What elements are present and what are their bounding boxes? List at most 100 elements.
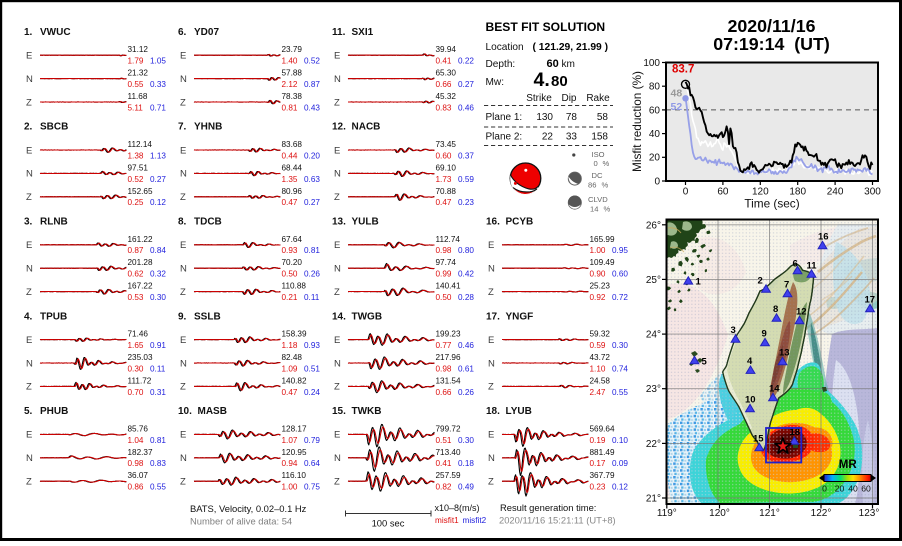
svg-text:PCYB: PCYB xyxy=(506,217,534,228)
svg-text:158.39: 158.39 xyxy=(282,330,307,339)
svg-text:0.33: 0.33 xyxy=(150,80,166,89)
svg-text:0.20: 0.20 xyxy=(304,151,320,160)
svg-text:0.79: 0.79 xyxy=(304,436,320,445)
svg-text:0.26: 0.26 xyxy=(458,388,474,397)
svg-text:E: E xyxy=(26,145,32,156)
svg-text:1.79: 1.79 xyxy=(128,57,144,66)
svg-text:0.52: 0.52 xyxy=(128,175,144,184)
svg-text:1.09: 1.09 xyxy=(282,364,298,373)
svg-text:Z: Z xyxy=(180,382,186,393)
svg-text:0.53: 0.53 xyxy=(128,293,144,302)
svg-text:1.38: 1.38 xyxy=(128,151,144,160)
svg-text:112.14: 112.14 xyxy=(128,140,153,149)
svg-text:N: N xyxy=(180,74,187,85)
svg-text:120: 120 xyxy=(752,187,769,198)
svg-text:N: N xyxy=(334,74,341,85)
svg-text:E: E xyxy=(334,51,340,62)
svg-text:78: 78 xyxy=(566,112,578,123)
svg-text:26°: 26° xyxy=(646,220,661,231)
svg-text:12: 12 xyxy=(796,306,807,317)
svg-text:60: 60 xyxy=(717,187,729,198)
svg-text:70.20: 70.20 xyxy=(282,258,303,267)
svg-text:5.11: 5.11 xyxy=(128,103,144,112)
svg-text:217.96: 217.96 xyxy=(436,353,461,362)
svg-text:1: 1 xyxy=(696,276,702,287)
svg-text:13.: 13. xyxy=(332,217,346,228)
svg-text:N: N xyxy=(26,453,33,464)
svg-text:0.23: 0.23 xyxy=(458,198,474,207)
svg-text:0.51: 0.51 xyxy=(436,436,452,445)
svg-text:0.17: 0.17 xyxy=(590,459,606,468)
svg-text:18.: 18. xyxy=(486,406,500,417)
svg-text:0.87: 0.87 xyxy=(128,246,144,255)
svg-text:1.04: 1.04 xyxy=(128,436,144,445)
svg-text:0.28: 0.28 xyxy=(458,293,474,302)
svg-text:5.: 5. xyxy=(24,406,33,417)
svg-text:Z: Z xyxy=(180,287,186,298)
svg-text:N: N xyxy=(488,453,495,464)
svg-text:0.30: 0.30 xyxy=(150,293,166,302)
svg-text:82.48: 82.48 xyxy=(282,353,303,362)
svg-text:20: 20 xyxy=(835,484,845,494)
svg-text:23.79: 23.79 xyxy=(282,45,303,54)
svg-text:180: 180 xyxy=(789,187,806,198)
svg-text:17.: 17. xyxy=(486,311,500,322)
svg-text:43.72: 43.72 xyxy=(590,353,611,362)
svg-text:15: 15 xyxy=(753,433,764,444)
svg-text:0.47: 0.47 xyxy=(436,198,452,207)
svg-text:0.72: 0.72 xyxy=(612,293,628,302)
svg-text:31.12: 31.12 xyxy=(128,45,149,54)
svg-text:Z: Z xyxy=(26,192,32,203)
svg-text:1.00: 1.00 xyxy=(282,483,298,492)
svg-text:83.7: 83.7 xyxy=(672,64,694,76)
svg-text:%: % xyxy=(603,159,610,168)
svg-text:40: 40 xyxy=(649,129,661,140)
svg-text:78.38: 78.38 xyxy=(282,92,303,101)
svg-text:E: E xyxy=(180,430,186,441)
svg-text:( 121.29, 21.99 ): ( 121.29, 21.99 ) xyxy=(533,42,609,53)
svg-text:0.75: 0.75 xyxy=(304,483,320,492)
svg-text:799.72: 799.72 xyxy=(436,424,461,433)
svg-text:201.28: 201.28 xyxy=(128,258,153,267)
svg-text:167.22: 167.22 xyxy=(128,282,153,291)
svg-text:36.07: 36.07 xyxy=(128,471,149,480)
svg-text:Number of alive data: 54: Number of alive data: 54 xyxy=(190,516,292,527)
svg-text:111.72: 111.72 xyxy=(128,376,152,385)
svg-text:Z: Z xyxy=(180,192,186,203)
svg-text:140.41: 140.41 xyxy=(436,282,461,291)
svg-text:0.51: 0.51 xyxy=(304,364,320,373)
svg-text:33: 33 xyxy=(566,132,578,143)
svg-text:7.: 7. xyxy=(178,122,187,133)
svg-text:Z: Z xyxy=(26,477,32,488)
svg-text:1.35: 1.35 xyxy=(282,175,298,184)
svg-text:E: E xyxy=(180,240,186,251)
svg-text:24°: 24° xyxy=(646,330,661,341)
svg-text:40: 40 xyxy=(848,484,858,494)
svg-text:0.10: 0.10 xyxy=(612,436,628,445)
svg-text:11.68: 11.68 xyxy=(128,92,148,101)
svg-text:20: 20 xyxy=(649,153,661,164)
svg-text:DC: DC xyxy=(592,171,603,180)
svg-text:109.49: 109.49 xyxy=(590,258,615,267)
svg-text:0: 0 xyxy=(654,176,660,187)
svg-text:240: 240 xyxy=(827,187,844,198)
svg-text:N: N xyxy=(334,169,341,180)
svg-text:100 sec: 100 sec xyxy=(372,518,405,529)
svg-text:BEST FIT SOLUTION: BEST FIT SOLUTION xyxy=(486,20,606,34)
svg-text:Z: Z xyxy=(180,97,186,108)
svg-text:1.10: 1.10 xyxy=(590,364,606,373)
svg-text:2.12: 2.12 xyxy=(282,80,298,89)
svg-text:E: E xyxy=(334,335,340,346)
svg-text:0.64: 0.64 xyxy=(304,459,320,468)
svg-text:Time (sec): Time (sec) xyxy=(744,197,799,211)
svg-text:1.65: 1.65 xyxy=(128,341,144,350)
svg-text:0.30: 0.30 xyxy=(128,364,144,373)
svg-text:0.55: 0.55 xyxy=(128,80,144,89)
svg-text:TPUB: TPUB xyxy=(40,311,67,322)
svg-text:x10–8(m/s): x10–8(m/s) xyxy=(435,503,480,513)
svg-text:3.: 3. xyxy=(24,217,33,228)
svg-text:235.03: 235.03 xyxy=(128,353,153,362)
svg-text:0.42: 0.42 xyxy=(458,270,474,279)
svg-text:73.45: 73.45 xyxy=(436,140,457,149)
svg-text:48: 48 xyxy=(671,88,683,100)
